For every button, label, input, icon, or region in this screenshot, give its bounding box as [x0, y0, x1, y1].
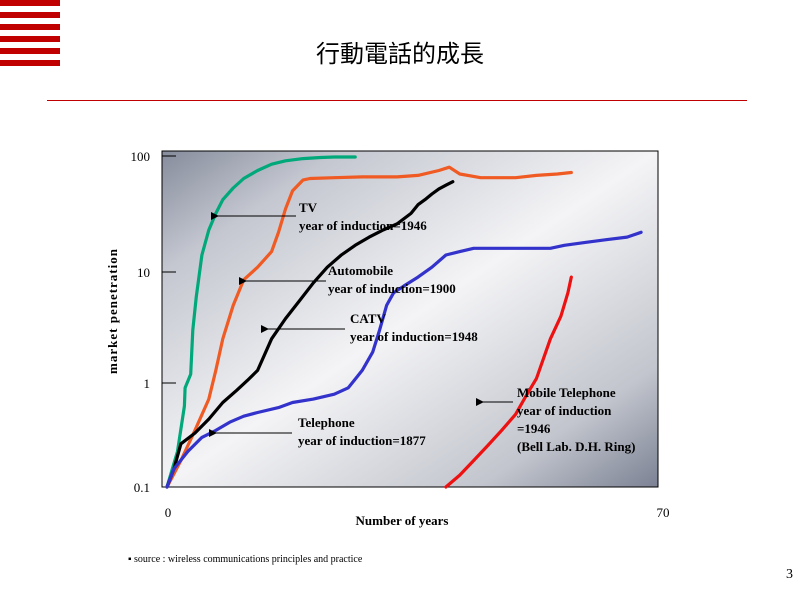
series-line-tv — [165, 155, 357, 489]
annotation-label-tv: TV — [299, 200, 318, 215]
annotation-label-automobile: Automobile — [328, 263, 393, 278]
annotation-label-telephone: year of induction=1877 — [298, 433, 426, 448]
y-tick-label: 10 — [137, 265, 150, 280]
series-line-catv — [165, 180, 455, 489]
y-axis-label: market penetration — [105, 248, 120, 374]
annotation-label-mobile-telephone: year of induction — [517, 403, 612, 418]
annotation-label-mobile-telephone: Mobile Telephone — [517, 385, 616, 400]
x-tick-label: 0 — [165, 505, 172, 520]
annotation-label-automobile: year of induction=1900 — [328, 281, 456, 296]
series-line-telephone — [165, 230, 643, 489]
series-line-mobile-telephone — [444, 275, 573, 489]
x-axis-label: Number of years — [356, 513, 449, 528]
plot-area — [161, 150, 659, 488]
annotation-label-telephone: Telephone — [298, 415, 355, 430]
y-tick-label: 100 — [131, 149, 151, 164]
annotation-label-mobile-telephone: =1946 — [517, 421, 551, 436]
y-tick-label: 0.1 — [134, 480, 150, 495]
page-number: 3 — [786, 567, 793, 582]
source-note: ▪ source : wireless communications princ… — [128, 554, 363, 565]
annotation-label-mobile-telephone: (Bell Lab. D.H. Ring) — [517, 439, 635, 454]
annotation-label-catv: year of induction=1948 — [350, 329, 478, 344]
slide-title: 行動電話的成長 — [316, 40, 484, 68]
x-tick-label: 70 — [657, 505, 670, 520]
series-line-automobile — [165, 165, 573, 489]
annotation-label-catv: CATV — [350, 311, 386, 326]
y-tick-label: 1 — [144, 376, 151, 391]
annotation-label-tv: year of induction=1946 — [299, 218, 427, 233]
title-divider — [47, 100, 747, 101]
logo-stripes — [0, 0, 60, 72]
